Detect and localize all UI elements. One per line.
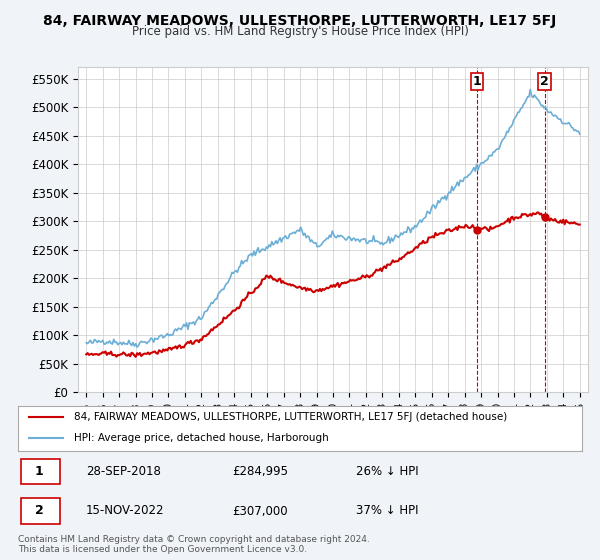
- Text: 84, FAIRWAY MEADOWS, ULLESTHORPE, LUTTERWORTH, LE17 5FJ: 84, FAIRWAY MEADOWS, ULLESTHORPE, LUTTER…: [43, 14, 557, 28]
- FancyBboxPatch shape: [21, 459, 61, 484]
- Text: 37% ↓ HPI: 37% ↓ HPI: [356, 505, 419, 517]
- Text: Price paid vs. HM Land Registry's House Price Index (HPI): Price paid vs. HM Land Registry's House …: [131, 25, 469, 38]
- Text: 26% ↓ HPI: 26% ↓ HPI: [356, 465, 419, 478]
- Text: 1: 1: [35, 465, 44, 478]
- Text: 84, FAIRWAY MEADOWS, ULLESTHORPE, LUTTERWORTH, LE17 5FJ (detached house): 84, FAIRWAY MEADOWS, ULLESTHORPE, LUTTER…: [74, 412, 508, 422]
- Text: 2: 2: [35, 505, 44, 517]
- Text: 28-SEP-2018: 28-SEP-2018: [86, 465, 161, 478]
- FancyBboxPatch shape: [21, 498, 61, 524]
- Text: 15-NOV-2022: 15-NOV-2022: [86, 505, 164, 517]
- Text: £307,000: £307,000: [232, 505, 288, 517]
- Text: £284,995: £284,995: [232, 465, 289, 478]
- Text: Contains HM Land Registry data © Crown copyright and database right 2024.
This d: Contains HM Land Registry data © Crown c…: [18, 535, 370, 554]
- Text: 2: 2: [541, 75, 549, 88]
- Text: 1: 1: [473, 75, 481, 88]
- Text: HPI: Average price, detached house, Harborough: HPI: Average price, detached house, Harb…: [74, 433, 329, 444]
